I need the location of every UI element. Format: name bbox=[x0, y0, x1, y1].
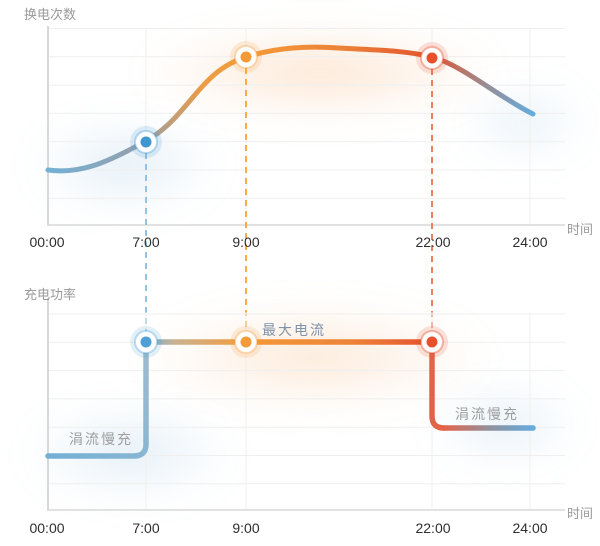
swap-count-curve bbox=[45, 44, 536, 174]
bottom-tick-2400: 24:00 bbox=[512, 520, 548, 536]
trickle-charge-right-label: 涓流慢充 bbox=[455, 406, 519, 422]
top-tick-900: 9:00 bbox=[232, 234, 260, 250]
bottom-tick-0000: 00:00 bbox=[29, 520, 65, 536]
time-connectors bbox=[145, 57, 433, 342]
marker-bottom-700 bbox=[130, 326, 162, 358]
marker-top-900 bbox=[230, 41, 262, 73]
marker-bottom-2200 bbox=[416, 326, 448, 358]
top-tick-700: 7:00 bbox=[132, 234, 160, 250]
bottom-x-axis-title: 时间 bbox=[567, 506, 594, 521]
trickle-charge-left-label: 涓流慢充 bbox=[69, 431, 133, 447]
swap-count-chart bbox=[45, 26, 565, 226]
top-y-axis-title: 换电次数 bbox=[24, 7, 77, 22]
trickle-charge-left-line bbox=[45, 339, 149, 459]
max-current-label: 最大电流 bbox=[262, 322, 326, 338]
top-x-axis-title: 时间 bbox=[567, 222, 594, 237]
marker-bottom-900 bbox=[230, 326, 262, 358]
top-tick-2200: 22:00 bbox=[415, 234, 451, 250]
top-tick-0000: 00:00 bbox=[29, 234, 65, 250]
bottom-tick-2200: 22:00 bbox=[415, 520, 451, 536]
bottom-tick-900: 9:00 bbox=[232, 520, 260, 536]
bottom-y-axis-title: 充电功率 bbox=[24, 287, 77, 302]
charging-power-chart bbox=[45, 298, 565, 511]
data-point-markers bbox=[130, 41, 448, 358]
top-tick-2400: 24:00 bbox=[512, 234, 548, 250]
marker-top-2200 bbox=[416, 42, 448, 74]
bottom-tick-700: 7:00 bbox=[132, 520, 160, 536]
charging-power-axes bbox=[47, 298, 565, 511]
marker-top-700 bbox=[130, 126, 162, 158]
swap-count-gridlines bbox=[48, 28, 565, 225]
swap-count-axes bbox=[47, 26, 565, 226]
